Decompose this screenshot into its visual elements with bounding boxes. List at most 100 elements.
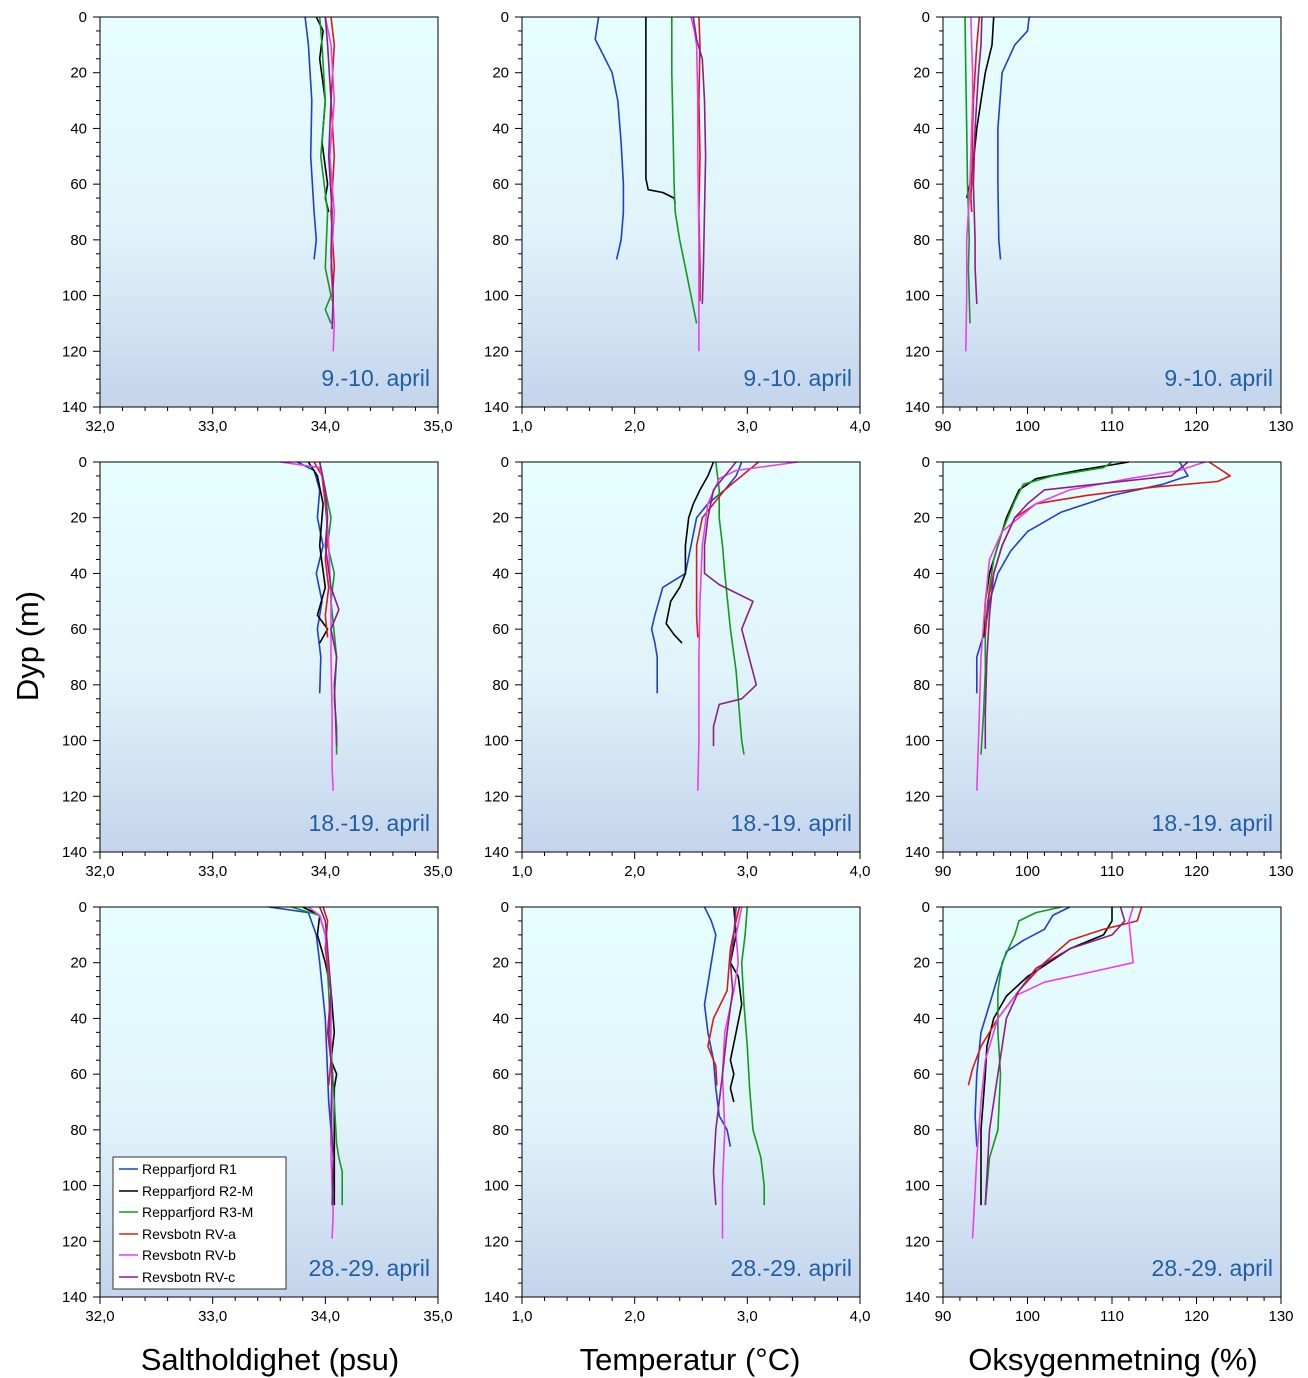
panel-r3c3-xtick-label: 120	[1184, 1308, 1209, 1325]
legend-label-rva: Revsbotn RV-a	[142, 1226, 236, 1242]
panel-r3c1-ytick-label: 20	[70, 955, 87, 972]
panel-r1c1-series-revsbotn-rv-c	[324, 16, 335, 330]
panel-r1c2-ytick-label: 100	[484, 288, 509, 305]
panel-r2c3-ytick-label: 60	[913, 621, 930, 638]
panel-r2c2-series-revsbotn-rv-b	[697, 461, 799, 791]
panel-r2c3-xtick-label: 110	[1100, 863, 1124, 880]
panel-r3c1-series-repparfjord-r1	[268, 906, 332, 1147]
panel-r3c1-period-label: 28.-29. april	[309, 1255, 430, 1281]
panel-r1c2-xtick-label: 1,0	[512, 418, 533, 435]
panel-r1c3-xtick-label: 100	[1015, 418, 1040, 435]
panel-r1c1-series-revsbotn-rv-b	[324, 16, 336, 352]
panel-r3c3-series-revsbotn-rv-b	[971, 906, 1134, 1239]
panel-r1c3-ytick-label: 20	[913, 65, 930, 82]
panel-r1c2-series-revsbotn-rv-b	[690, 16, 700, 352]
panel-r3c2-xtick-label: 4,0	[850, 1308, 871, 1325]
panel-r1c3-ytick-label: 140	[905, 399, 930, 416]
panel-r1c1-xtick-label: 34,0	[311, 418, 340, 435]
panel-r1c2-ytick-label: 0	[501, 9, 509, 26]
panel-r2c2-ytick-label: 0	[501, 454, 509, 471]
panel-r2c1-plot-area	[100, 462, 438, 852]
panel-r2c1-ytick-label: 80	[70, 677, 87, 694]
panel-r2c3-ytick-label: 0	[922, 454, 930, 471]
panel-r3c1-ytick-label: 40	[70, 1010, 87, 1027]
panel-r1c2-xtick-label: 2,0	[624, 418, 645, 435]
panel-r2c2-ytick-label: 120	[484, 788, 509, 805]
panel-r3c2-ytick-label: 60	[492, 1066, 509, 1083]
panel-r1c2-series-repparfjord-r3-m	[670, 17, 698, 324]
panel-r1c1-xtick-label: 33,0	[198, 418, 227, 435]
panel-r3c3-ytick-label: 120	[905, 1233, 930, 1250]
panel-r3c1-series-revsbotn-rv-c	[318, 906, 335, 1206]
panel-r3c3-ytick-label: 100	[905, 1178, 930, 1195]
panel-r1c1-ytick-label: 100	[62, 288, 87, 305]
panel-r2c3-xtick-label: 130	[1268, 863, 1293, 880]
panel-r2c2-ytick-label: 20	[492, 510, 509, 527]
panel-r1c2-series-revsbotn-rv-a	[698, 16, 701, 302]
panel-r2c1-ytick-label: 20	[70, 510, 87, 527]
panel-r2c3-series-revsbotn-rv-b	[976, 461, 1206, 791]
panel-r3c2-period-label: 28.-29. april	[731, 1255, 852, 1281]
panel-r2c1-xtick-label: 35,0	[423, 863, 452, 880]
legend-box	[112, 1156, 287, 1290]
legend-label-r2m: Repparfjord R2-M	[142, 1183, 253, 1199]
panel-r1c1-series-repparfjord-r3-m	[318, 16, 332, 324]
panel-r1c2-xtick-label: 4,0	[850, 418, 871, 435]
panel-r2c3-ytick-label: 100	[905, 733, 930, 750]
panel-r2c2-ytick-label: 140	[484, 844, 509, 861]
panel-r1c2-series-revsbotn-rv-c	[692, 16, 707, 304]
panel-r2c3: 0 20 40 60 80 100 120 140 90 100 110 120 130 18.-19. …	[905, 454, 1294, 880]
panel-r3c3-series-revsbotn-rv-c	[984, 906, 1126, 1206]
panel-r3c2-series-repparfjord-r3-m	[740, 906, 766, 1206]
panel-r2c2-ytick-label: 60	[492, 621, 509, 638]
panel-r2c2-xtick-label: 1,0	[512, 863, 533, 880]
panel-r3c3-xtick-label: 90	[935, 1308, 952, 1325]
panel-r2c1-ytick-label: 140	[62, 844, 87, 861]
panel-r1c1-series-revsbotn-rv-a	[330, 16, 336, 302]
legend-label-rvb: Revsbotn RV-b	[142, 1247, 236, 1263]
panel-r3c1-xtick-label: 35,0	[423, 1308, 452, 1325]
panel-r2c1-ytick-label: 60	[70, 621, 87, 638]
panel-r1c2-ytick-label: 20	[492, 65, 509, 82]
panel-r3c3-ytick-label: 80	[913, 1122, 930, 1139]
panel-r2c1-ytick-label: 40	[70, 565, 87, 582]
panel-r2c1-series-revsbotn-rv-c	[318, 461, 340, 747]
panel-r1c1-ytick-label: 20	[70, 65, 87, 82]
panel-r1c1-plot-area	[100, 17, 438, 407]
panel-r1c3-xtick-label: 130	[1268, 418, 1293, 435]
panel-r2c2-series-revsbotn-rv-c	[703, 461, 758, 747]
panel-r1c3-series-revsbotn-rv-b	[965, 16, 974, 352]
panel-r2c3-ytick-label: 40	[913, 565, 930, 582]
panel-r2c2-xtick-label: 4,0	[850, 863, 871, 880]
panel-r2c3-xtick-label: 120	[1184, 863, 1209, 880]
panel-r3c2-xtick-label: 2,0	[624, 1308, 645, 1325]
legend-label-r1: Repparfjord R1	[142, 1161, 237, 1177]
panel-r1c2-xtick-label: 3,0	[737, 418, 758, 435]
panel-r1c3-ytick-label: 100	[905, 288, 930, 305]
panel-r3c1-xtick-label: 32,0	[85, 1308, 114, 1325]
panel-r2c3-ytick-label: 120	[905, 788, 930, 805]
legend-label-rvc: Revsbotn RV-c	[142, 1269, 235, 1285]
panel-r3c3-period-label: 28.-29. april	[1152, 1255, 1273, 1281]
panel-r3c2-ytick-label: 140	[484, 1289, 509, 1306]
panel-r2c3-ytick-label: 140	[905, 844, 930, 861]
y-axis-label: Dyp (m)	[10, 591, 45, 701]
panel-r3c2-series-revsbotn-rv-b	[721, 906, 743, 1239]
panel-r1c1-xtick-label: 35,0	[423, 418, 452, 435]
panel-r1c1-xtick-label: 32,0	[85, 418, 114, 435]
panel-r1c3: 0 20 40 60 80 100 120 140 90 100 110 120 130 9.-10. a…	[905, 9, 1294, 435]
panel-r3c3-ytick-label: 20	[913, 955, 930, 972]
panel-r3c2-plot-area	[522, 907, 860, 1297]
panel-r3c2-ytick-label: 80	[492, 1122, 509, 1139]
panel-r3c1-xtick-label: 34,0	[311, 1308, 340, 1325]
panel-r3c2-series-revsbotn-rv-c	[712, 906, 737, 1206]
panel-r1c3-plot-area	[943, 17, 1281, 407]
panel-r2c3-series-revsbotn-rv-c	[984, 461, 1189, 749]
panel-r1c1-ytick-label: 80	[70, 232, 87, 249]
panel-r1c3-series-revsbotn-rv-c	[972, 16, 983, 304]
panel-r1c2-ytick-label: 120	[484, 343, 509, 360]
panel-r1c1-ytick-label: 40	[70, 120, 87, 137]
panel-r3c2-ytick-label: 100	[484, 1178, 509, 1195]
panel-r3c1-ytick-label: 120	[62, 1233, 87, 1250]
